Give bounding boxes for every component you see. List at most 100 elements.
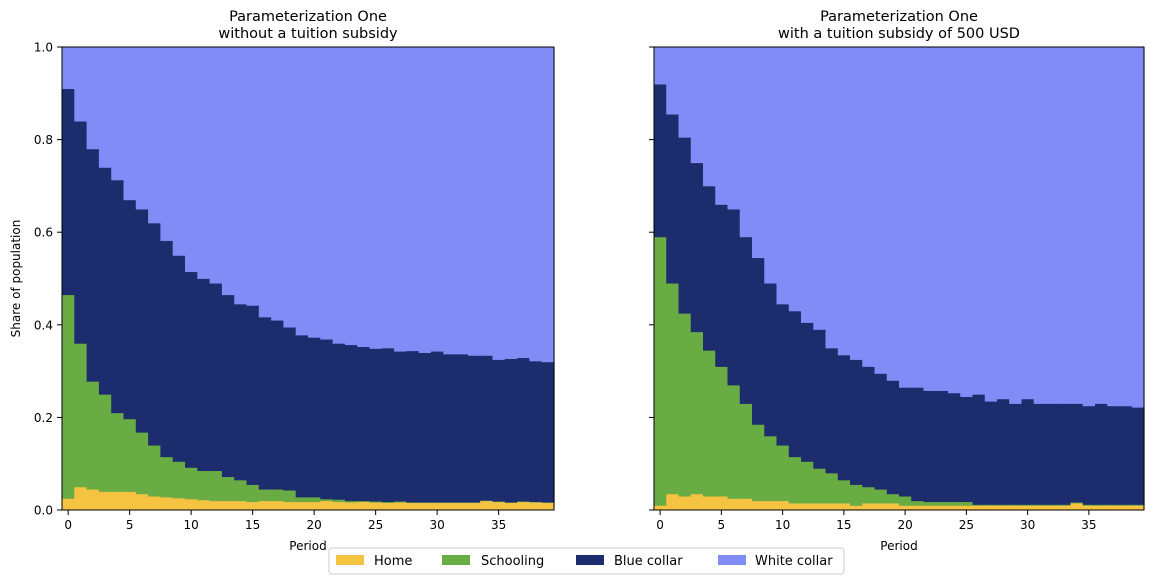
bar-white-collar-period-23 [935,47,949,391]
legend-swatch-schooling [442,555,470,565]
bar-blue-collar-period-7 [148,222,161,446]
bar-schooling-period-14 [825,472,839,504]
chart-title: Parameterization One with a tuition subsi… [778,9,1020,42]
bar-home-period-15 [246,501,260,511]
legend-label-white-collar: White collar [755,554,833,569]
bar-blue-collar-period-22 [923,390,937,503]
bar-white-collar-period-8 [160,47,174,241]
x-tick-label-35: 35 [1081,518,1096,532]
x-tick-label-25: 25 [368,518,383,532]
chart-title-line-1: Parameterization One [820,9,978,25]
bar-schooling-period-11 [197,470,211,501]
bar-schooling-period-19 [295,497,309,503]
legend-item-home: Home [336,554,412,569]
bar-white-collar-period-27 [984,47,998,402]
bar-schooling-period-10 [776,445,790,502]
bar-home-period-28 [997,505,1010,511]
bar-home-period-39 [541,502,555,511]
bar-blue-collar-period-30 [1021,398,1035,505]
bar-schooling-period-26 [972,504,986,506]
bar-home-period-14 [825,503,839,511]
bar-blue-collar-period-38 [529,360,543,503]
x-tick-label-5: 5 [126,518,134,532]
y-axis-label: Share of population [9,220,23,338]
bar-white-collar-period-24 [357,47,371,347]
bar-blue-collar-period-6 [727,209,741,386]
bar-blue-collar-period-34 [480,355,494,501]
bar-home-period-3 [98,491,112,511]
bar-white-collar-period-30 [431,47,444,352]
bar-home-period-11 [788,503,802,511]
bar-blue-collar-period-11 [788,310,802,458]
bar-blue-collar-period-22 [332,343,346,500]
bar-blue-collar-period-14 [825,347,839,474]
bar-white-collar-period-4 [111,47,125,181]
bar-schooling-period-30 [431,502,444,503]
bar-home-period-13 [813,503,827,511]
bar-white-collar-period-15 [837,47,851,356]
bar-schooling-period-25 [369,501,383,503]
bar-white-collar-period-1 [74,47,88,122]
bar-home-period-31 [443,502,457,511]
bar-home-period-38 [529,502,543,511]
left-panel: 0 5 10 15 20 25 30 35 0.0 0.2 0.4 0.6 0.8 1.0 Paramete… [9,9,555,553]
bar-blue-collar-period-16 [850,359,863,485]
legend-swatch-home [336,555,364,565]
bar-home-period-33 [1058,505,1072,511]
bar-white-collar-period-35 [1082,47,1096,407]
bar-schooling-period-24 [948,501,961,506]
bar-blue-collar-period-8 [752,257,765,425]
bar-home-period-1 [666,493,680,511]
bar-home-period-21 [911,505,925,511]
bar-home-period-26 [972,505,986,511]
bar-schooling-period-4 [111,412,125,492]
bar-home-period-11 [197,499,211,511]
bar-home-period-0 [62,498,75,511]
bar-schooling-period-32 [1046,504,1059,506]
bar-schooling-period-18 [283,490,297,503]
bar-schooling-period-34 [480,500,494,502]
bar-blue-collar-period-20 [899,387,912,497]
x-tick-label-35: 35 [491,518,506,532]
bar-blue-collar-period-32 [1046,403,1059,505]
chart-title: Parameterization One without a tuition su… [218,9,398,42]
bar-home-period-9 [764,500,778,511]
bar-white-collar-period-9 [764,47,778,284]
bar-schooling-period-21 [320,498,334,502]
bar-schooling-period-39 [541,502,555,503]
bar-schooling-period-1 [74,343,88,488]
y-tick-label-0-6: 0.6 [34,226,53,240]
y-tick-label-1-0: 1.0 [34,41,53,55]
bar-blue-collar-period-39 [1131,407,1145,505]
bar-white-collar-period-21 [320,47,334,340]
bar-schooling-period-10 [185,467,198,500]
bar-schooling-period-6 [135,432,149,495]
bar-schooling-period-15 [246,484,260,503]
bar-blue-collar-period-16 [258,316,272,490]
bar-home-period-17 [271,500,284,511]
bar-home-period-29 [418,502,432,511]
bar-home-period-13 [221,500,235,511]
legend-label-home: Home [374,554,412,569]
bar-home-period-19 [295,501,309,511]
bar-schooling-period-34 [1070,502,1084,504]
bar-blue-collar-period-35 [1082,405,1096,505]
bar-home-period-17 [862,503,876,511]
legend-item-schooling: Schooling [442,554,544,569]
bar-home-period-8 [752,500,765,511]
bar-blue-collar-period-39 [541,361,555,503]
bar-home-period-36 [1095,505,1108,511]
bar-schooling-period-32 [455,502,469,503]
bar-white-collar-period-6 [135,47,149,210]
bar-schooling-period-20 [308,497,321,503]
bar-home-period-3 [690,493,704,511]
bar-white-collar-period-7 [148,47,161,224]
bar-home-period-4 [111,491,125,511]
bar-blue-collar-period-23 [344,344,358,502]
bar-home-period-14 [234,500,248,511]
bar-white-collar-period-4 [703,47,716,187]
bar-white-collar-period-22 [923,47,937,391]
bar-schooling-period-38 [529,501,543,503]
bar-schooling-period-23 [344,500,358,503]
bar-schooling-period-4 [703,350,716,497]
